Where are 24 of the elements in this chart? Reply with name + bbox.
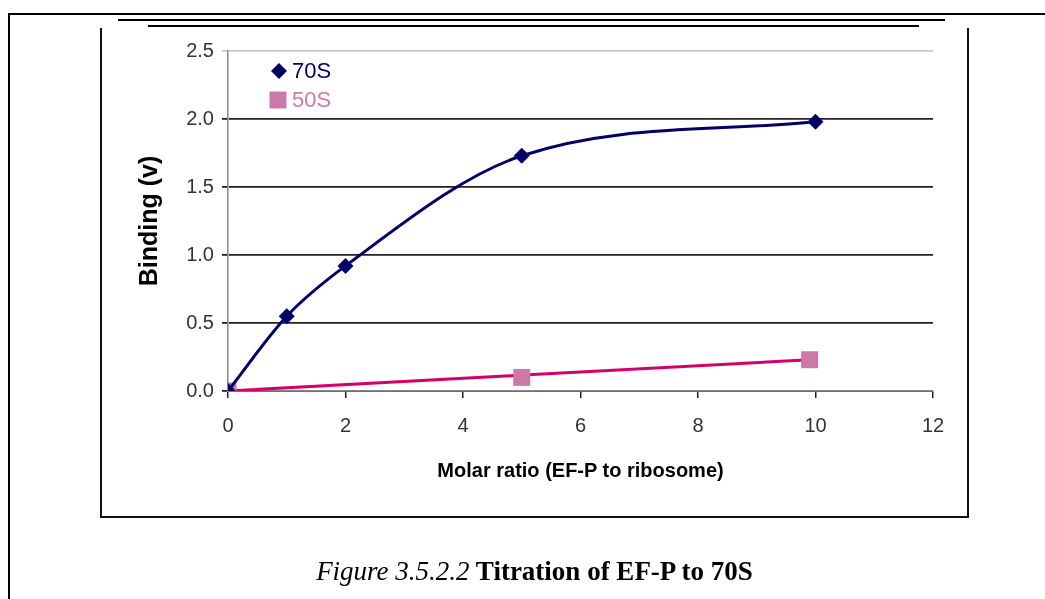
x-tick-label: 10: [804, 413, 827, 436]
y-tick-label: 2.0: [186, 106, 214, 129]
point: [513, 368, 531, 386]
point: [278, 308, 295, 325]
point: [801, 351, 819, 369]
x-tick-label: 6: [574, 413, 587, 436]
x-tick-label: 12: [921, 413, 945, 436]
y-tick-label: 0.0: [186, 378, 214, 401]
point: [513, 147, 530, 164]
point: [807, 113, 824, 130]
x-tick-label: 4: [457, 413, 469, 436]
legend-label: 50S: [292, 87, 332, 113]
text: Figure 3.5.2.2 Titration of EF-P to 70S: [316, 556, 753, 586]
x-tick-label: 2: [339, 413, 352, 436]
legend-label: 70S: [292, 58, 332, 84]
y-tick-label: 1.5: [186, 174, 214, 197]
y-axis-title: Binding (v): [133, 155, 162, 287]
point: [337, 257, 354, 274]
x-axis-title: Molar ratio (EF-P to ribosome): [437, 458, 724, 481]
x-tick-label: 0: [222, 413, 234, 436]
y-tick-label: 2.5: [186, 38, 214, 61]
x-tick-label: 8: [692, 413, 704, 436]
y-tick-label: 0.5: [186, 310, 214, 333]
y-tick-label: 1.0: [186, 242, 214, 265]
